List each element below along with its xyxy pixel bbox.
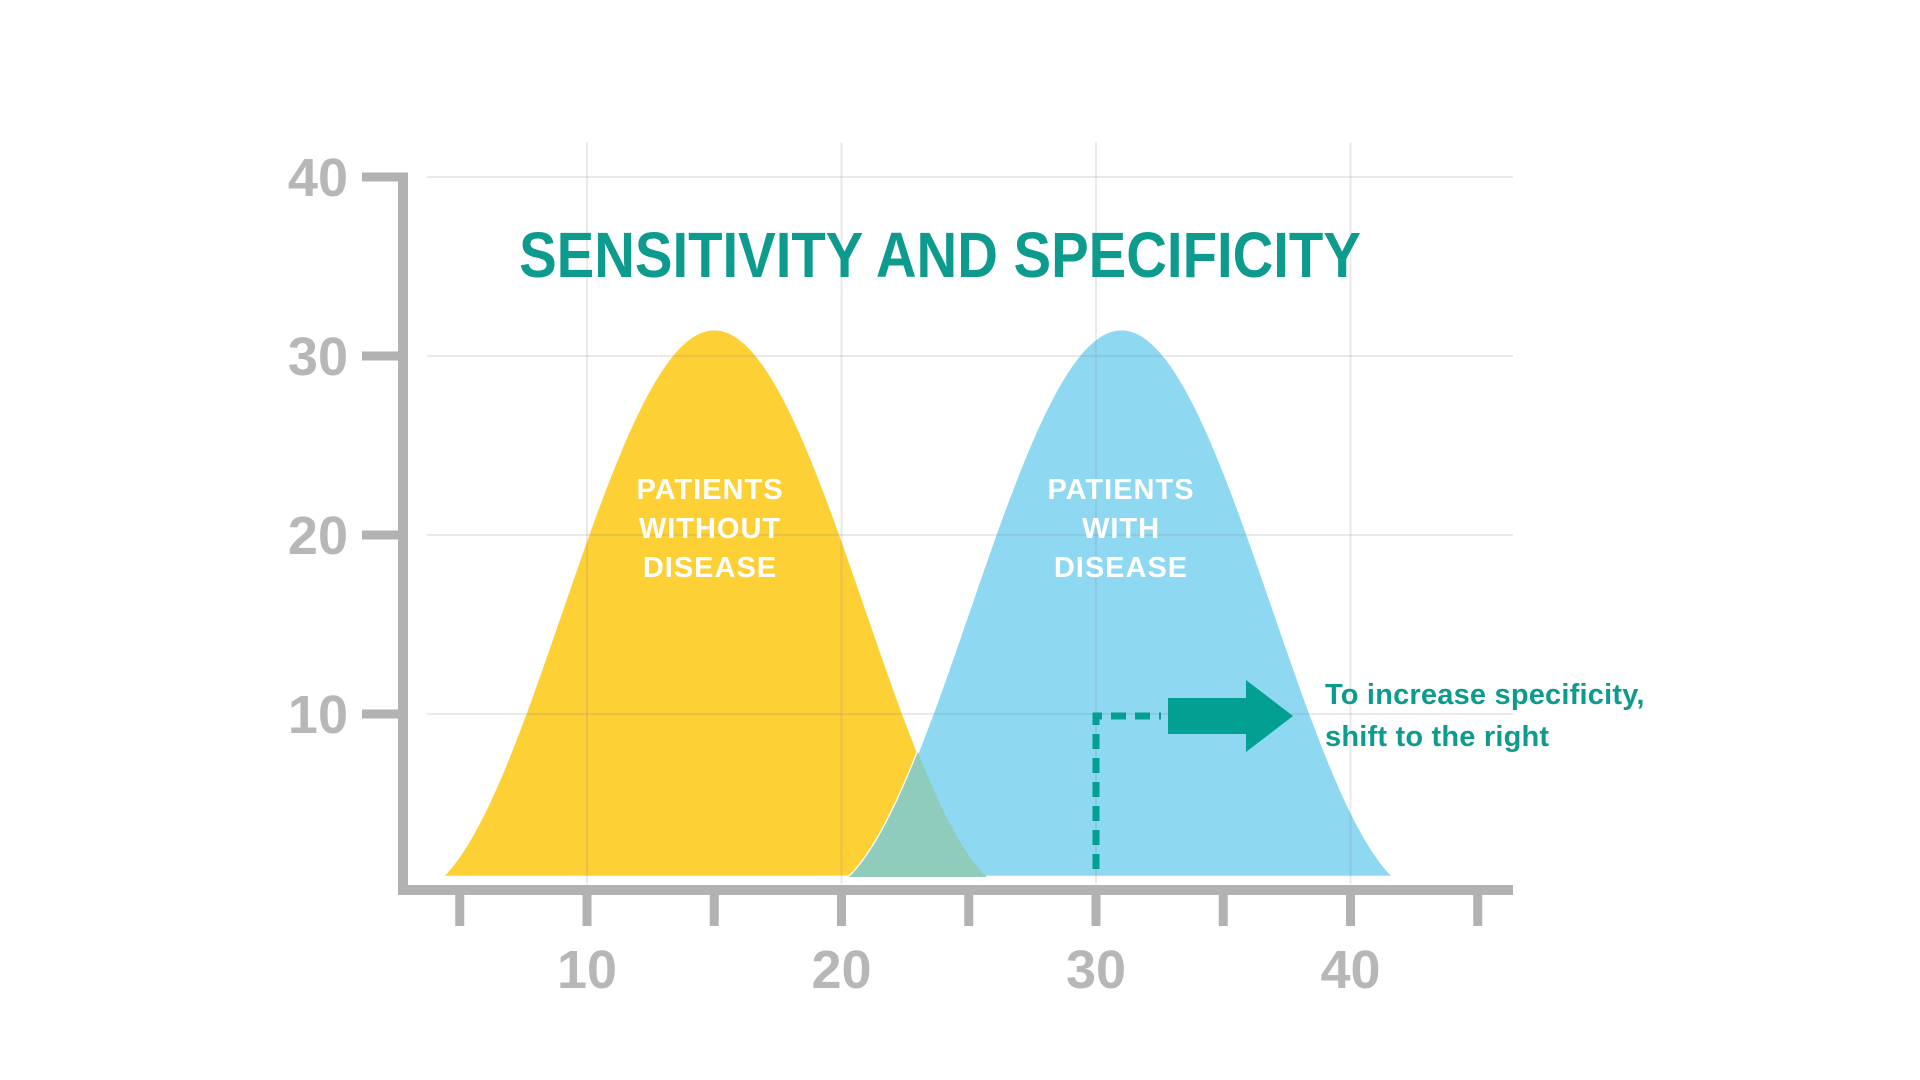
x-axis-label-40: 40 bbox=[1320, 940, 1380, 1000]
curve-label-patients-without-disease: PATIENTS WITHOUT DISEASE bbox=[560, 471, 860, 588]
curve-patients-with-disease bbox=[816, 327, 1427, 879]
x-axis-line bbox=[398, 885, 1513, 895]
curve-label-line: DISEASE bbox=[1053, 552, 1189, 584]
x-axis-label-20: 20 bbox=[811, 940, 871, 1000]
shift-arrow-shaft bbox=[1168, 698, 1248, 734]
x-axis-tick-45 bbox=[1473, 895, 1483, 926]
x-axis-tick-20 bbox=[837, 895, 846, 926]
x-axis-label-30: 30 bbox=[1066, 940, 1126, 1000]
y-axis-tick-10 bbox=[362, 709, 408, 719]
annotation-increase-specificity: To increase specificity, shift to the ri… bbox=[1325, 674, 1645, 758]
curve-label-patients-with-disease: PATIENTS WITH DISEASE bbox=[971, 471, 1271, 588]
y-axis-label-10: 10 bbox=[288, 685, 348, 745]
x-axis-tick-35 bbox=[1218, 895, 1228, 926]
dashed-threshold-line bbox=[1092, 712, 1161, 869]
y-axis-tick-20 bbox=[362, 530, 408, 540]
y-axis-label-30: 30 bbox=[288, 327, 348, 387]
annotation-line: To increase specificity, bbox=[1325, 679, 1645, 711]
curve-label-line: PATIENTS bbox=[1047, 474, 1195, 506]
curve-label-line: DISEASE bbox=[642, 552, 778, 584]
x-axis-label-10: 10 bbox=[557, 940, 617, 1000]
curve-label-line: WITHOUT bbox=[638, 513, 782, 545]
x-axis-tick-25 bbox=[964, 895, 974, 926]
x-axis-tick-5 bbox=[455, 895, 465, 926]
x-axis-tick-30 bbox=[1091, 895, 1101, 926]
x-axis-tick-15 bbox=[709, 895, 719, 926]
annotation-line: shift to the right bbox=[1325, 721, 1550, 753]
overlap-region bbox=[816, 752, 1020, 877]
y-axis-label-40: 40 bbox=[288, 148, 348, 208]
curve-label-line: WITH bbox=[1081, 513, 1161, 545]
shift-arrow-head bbox=[1246, 680, 1293, 752]
curve-label-line: PATIENTS bbox=[636, 474, 784, 506]
chart-title: SENSITIVITY AND SPECIFICITY bbox=[519, 219, 1361, 291]
y-axis-label-20: 20 bbox=[288, 506, 348, 566]
x-axis-tick-40 bbox=[1346, 895, 1355, 926]
y-axis-tick-30 bbox=[362, 351, 408, 361]
x-axis-tick-10 bbox=[582, 895, 592, 926]
y-axis-tick-40 bbox=[362, 172, 408, 182]
